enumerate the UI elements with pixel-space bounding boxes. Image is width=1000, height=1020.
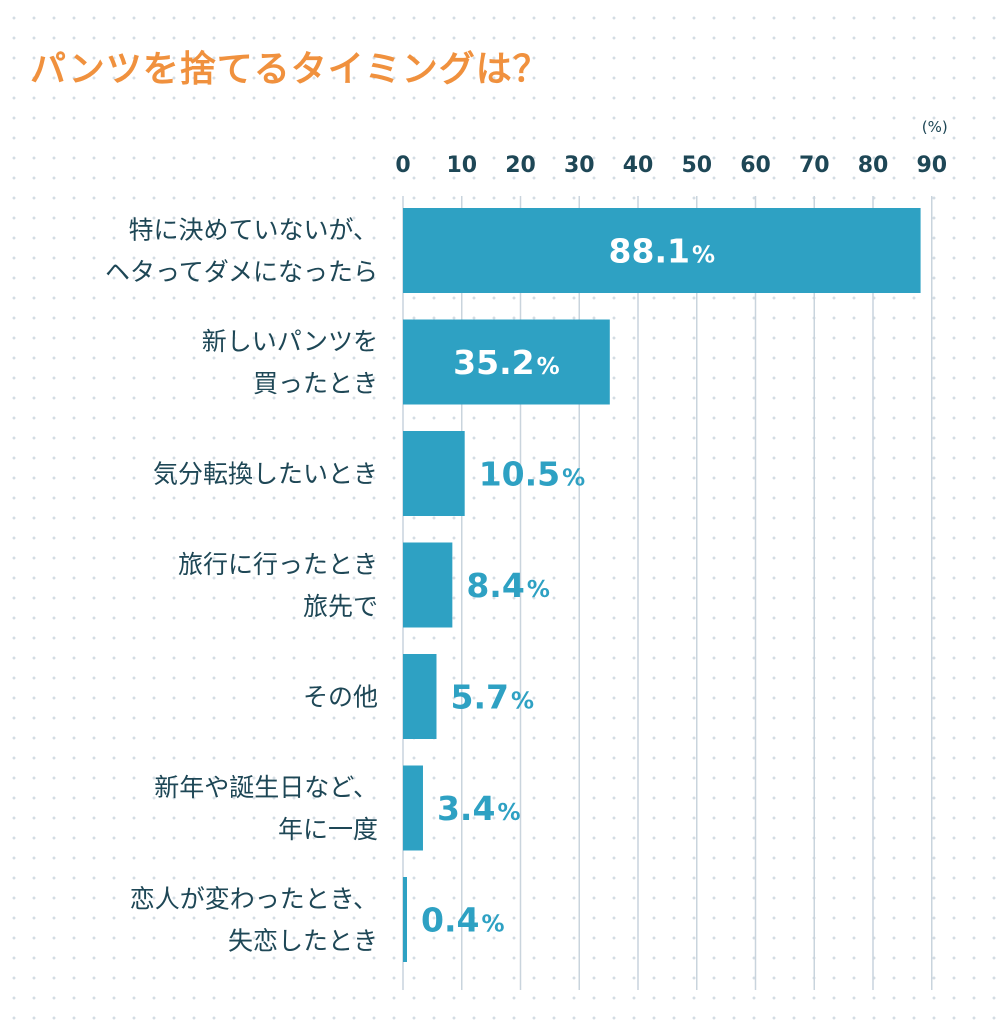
value-label: 35.2% [453, 343, 559, 382]
x-tick-label: 50 [681, 153, 712, 178]
x-tick-label: 20 [505, 153, 536, 178]
category-label: 失恋したとき [228, 927, 378, 956]
axis-unit-label: (%) [922, 118, 948, 136]
category-label: 恋人が変わったとき、 [130, 885, 378, 914]
category-label: 旅行に行ったとき [178, 550, 378, 579]
x-tick-label: 40 [623, 153, 654, 178]
x-tick-label: 70 [799, 153, 830, 178]
x-tick-label: 0 [395, 153, 410, 178]
x-tick-label: 60 [740, 153, 771, 178]
x-axis-ticks: 0 10 20 30 40 50 60 70 80 90 (%) [395, 118, 947, 178]
category-label: 旅先で [303, 592, 378, 621]
value-labels: 88.1% 35.2% 10.5% 8.4% 5.7% 3.4% 0.4% [421, 232, 715, 940]
value-label: 88.1% [609, 232, 715, 271]
value-label: 8.4% [466, 566, 550, 605]
bar [403, 654, 437, 739]
x-tick-label: 10 [446, 153, 477, 178]
category-label: 買ったとき [253, 369, 378, 398]
x-tick-label: 30 [564, 153, 595, 178]
category-label: 年に一度 [278, 815, 378, 844]
chart-title: パンツを捨てるタイミングは？ [30, 49, 550, 90]
value-label: 3.4% [437, 789, 521, 828]
category-label: 特に決めていないが、 [128, 216, 378, 245]
bar [403, 877, 407, 962]
x-tick-label: 90 [916, 153, 947, 178]
category-label: 気分転換したいとき [153, 460, 378, 489]
x-tick-label: 80 [858, 153, 889, 178]
bar [403, 431, 465, 516]
bar [403, 319, 610, 405]
bar [403, 208, 921, 293]
category-labels: 特に決めていないが、ヘタってダメになったら新しいパンツを買ったとき気分転換したい… [105, 216, 378, 956]
category-label: その他 [303, 683, 378, 712]
bar [403, 542, 453, 628]
value-label: 0.4% [421, 901, 505, 940]
category-label: ヘタってダメになったら [105, 258, 378, 287]
category-label: 新年や誕生日など、 [154, 773, 378, 802]
value-label: 10.5% [479, 455, 585, 494]
bars [403, 208, 921, 962]
value-label: 5.7% [450, 678, 534, 717]
bar [403, 765, 423, 851]
category-label: 新しいパンツを [202, 327, 378, 356]
